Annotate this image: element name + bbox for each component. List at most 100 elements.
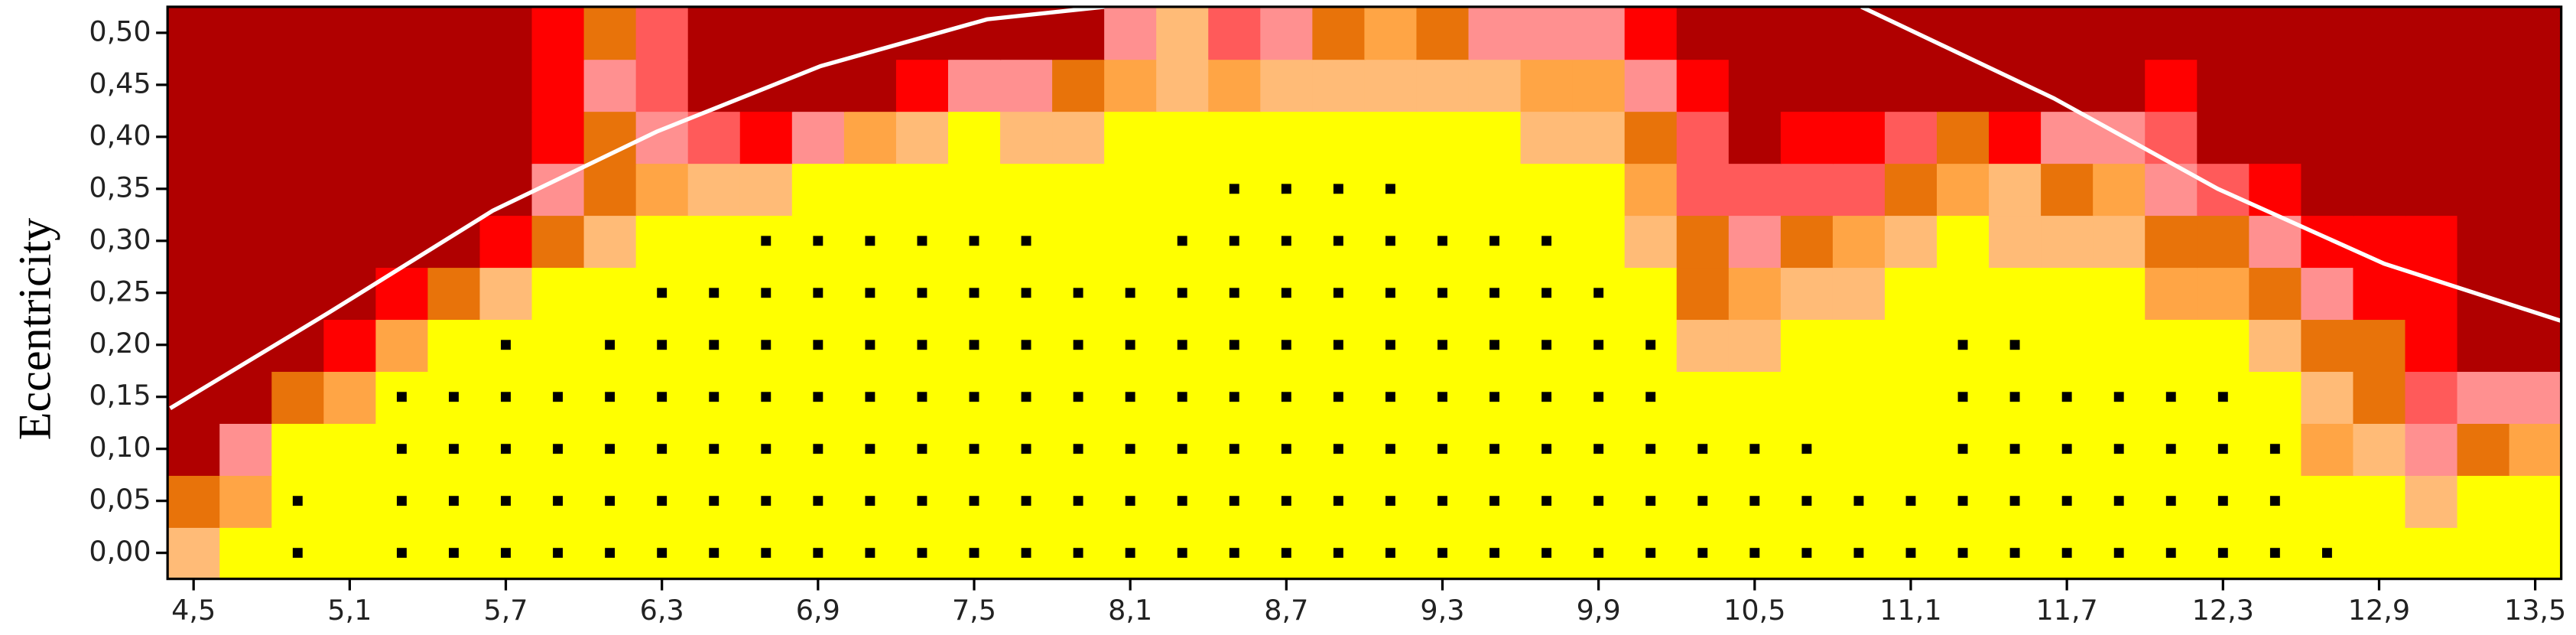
cell	[2509, 422, 2562, 476]
cell	[375, 6, 429, 60]
cell	[323, 318, 377, 373]
cell	[2301, 318, 2354, 373]
marker	[1957, 444, 1968, 454]
marker	[1021, 392, 1031, 402]
cell	[1676, 318, 1730, 373]
cell	[2509, 58, 2562, 112]
marker	[2321, 548, 2332, 558]
marker	[813, 548, 823, 558]
marker	[1645, 548, 1656, 558]
x-tick-label: 12,3	[2192, 594, 2254, 627]
marker	[2061, 392, 2072, 402]
cell	[1884, 266, 1938, 321]
cell	[2405, 58, 2458, 112]
marker	[553, 548, 564, 558]
marker	[1957, 496, 1968, 506]
cell	[219, 526, 273, 580]
marker	[813, 340, 823, 350]
cell	[1884, 162, 1938, 217]
marker	[1333, 496, 1343, 506]
marker	[709, 392, 720, 402]
marker	[2217, 444, 2228, 454]
marker	[396, 496, 407, 506]
cell	[1364, 110, 1418, 164]
cell	[1937, 214, 1990, 269]
marker	[1489, 496, 1499, 506]
cell	[1676, 162, 1730, 217]
cell	[1520, 6, 1574, 60]
marker	[2009, 340, 2020, 350]
marker	[1489, 444, 1499, 454]
cell	[2353, 318, 2406, 373]
cell	[375, 318, 429, 373]
cell	[2457, 370, 2510, 424]
marker	[1437, 340, 1447, 350]
cell	[1624, 6, 1678, 60]
cell	[1780, 370, 1834, 424]
cell	[271, 214, 325, 269]
cell	[2353, 474, 2406, 528]
marker	[1697, 496, 1708, 506]
cell	[1052, 162, 1106, 217]
cell	[2353, 110, 2406, 164]
cell	[1000, 110, 1054, 164]
x-tick-label: 9,3	[1420, 594, 1464, 627]
y-tick-label: 0,15	[89, 379, 151, 412]
cell	[2197, 214, 2250, 269]
marker	[1333, 236, 1343, 246]
cell	[1260, 6, 1314, 60]
marker	[813, 392, 823, 402]
cell	[2301, 474, 2354, 528]
marker	[1385, 392, 1395, 402]
marker	[2217, 392, 2228, 402]
marker	[1177, 444, 1187, 454]
marker	[657, 288, 668, 298]
cell	[2197, 266, 2250, 321]
cell	[1780, 6, 1834, 60]
marker	[709, 496, 720, 506]
marker	[2061, 496, 2072, 506]
cell	[323, 58, 377, 112]
marker	[1697, 444, 1708, 454]
cell	[583, 214, 637, 269]
marker	[553, 496, 564, 506]
cell	[531, 318, 585, 373]
marker	[501, 548, 511, 558]
cell	[2405, 474, 2458, 528]
cell	[1989, 266, 2042, 321]
marker	[865, 444, 875, 454]
marker	[553, 444, 564, 454]
marker	[1021, 288, 1031, 298]
cell	[167, 266, 221, 321]
marker	[1177, 496, 1187, 506]
cell	[1832, 266, 1886, 321]
cell	[1676, 6, 1730, 60]
cell	[2197, 110, 2250, 164]
marker	[1073, 288, 1083, 298]
marker	[1697, 548, 1708, 558]
cell	[1364, 6, 1418, 60]
cell	[1728, 58, 1782, 112]
marker	[2269, 548, 2280, 558]
y-tick-label: 0,30	[89, 223, 151, 256]
marker	[1125, 548, 1135, 558]
cell	[947, 110, 1002, 164]
cell	[1884, 6, 1938, 60]
cell	[843, 58, 898, 112]
cell	[1989, 58, 2042, 112]
marker	[865, 392, 875, 402]
marker	[1957, 548, 1968, 558]
cell	[219, 58, 273, 112]
marker	[917, 496, 927, 506]
marker	[1437, 288, 1447, 298]
marker	[2165, 496, 2176, 506]
cell	[1468, 162, 1522, 217]
cell	[2041, 318, 2094, 373]
marker	[1489, 288, 1499, 298]
cell	[323, 526, 377, 580]
cell	[1676, 110, 1730, 164]
x-tick-label: 6,3	[640, 594, 684, 627]
cell	[2353, 266, 2406, 321]
cell	[2197, 318, 2250, 373]
